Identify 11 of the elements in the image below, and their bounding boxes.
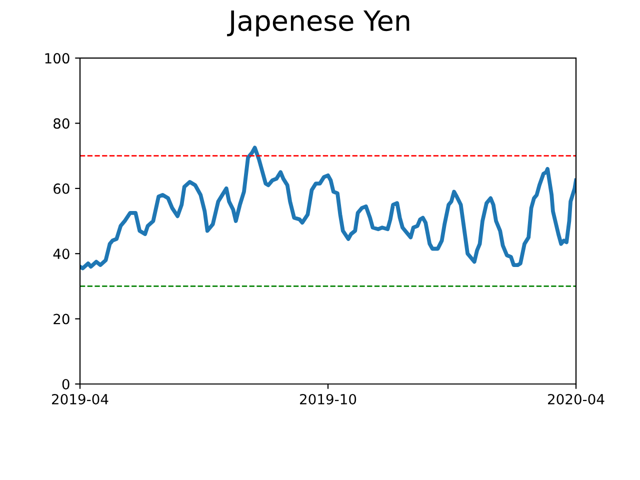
x-tick-label: 2019-10 [300, 394, 356, 404]
line-series [80, 146, 576, 270]
y-tick-label: 0 [62, 378, 70, 390]
y-tick-label: 40 [53, 248, 70, 260]
y-tick-label: 60 [54, 183, 70, 194]
chart-title: Japenese Yen [227, 10, 410, 36]
x-tick-label: 2019-04 [52, 394, 108, 404]
y-tick-label: 20 [54, 314, 70, 324]
x-tick-label: 2020-04 [548, 394, 604, 404]
y-tick-label: 100 [45, 53, 70, 64]
y-tick-label: 80 [54, 118, 70, 129]
